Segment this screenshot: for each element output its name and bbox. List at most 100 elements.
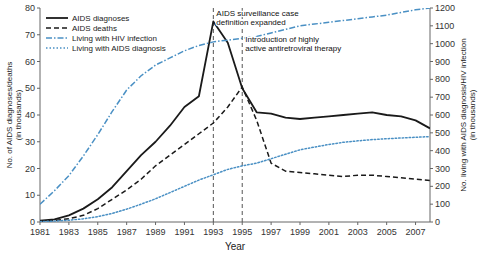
y2-tick-label: 900: [435, 57, 450, 67]
y2-tick-label: 300: [435, 164, 450, 174]
y2-tick: [430, 79, 433, 80]
annotation-line: definition expanded: [216, 18, 285, 27]
y2-tick: [430, 168, 433, 169]
x-tick-label: 1991: [174, 227, 194, 237]
y-tick-label: 30: [25, 137, 35, 147]
legend-swatch: [46, 17, 68, 19]
x-tick-label: 1989: [146, 227, 166, 237]
y-tick-label: 80: [25, 3, 35, 13]
y2-tick-label: 1000: [435, 39, 455, 49]
series-line: [40, 137, 430, 222]
y2-axis-label: No. living with AIDS diagnosis/HIV infec…: [459, 38, 477, 191]
y-tick: [37, 195, 40, 196]
y-tick-label: 40: [25, 110, 35, 120]
y-tick: [37, 8, 40, 9]
x-tick-label: 1981: [30, 227, 50, 237]
y2-tick-label: 600: [435, 110, 450, 120]
legend-label: AIDS diagnoses: [72, 14, 129, 23]
annotation: Introduction of highlyactive antiretrovi…: [245, 35, 341, 53]
annotation-line: AIDS surveillance case: [216, 9, 299, 18]
x-tick: [213, 222, 214, 225]
y2-tick: [430, 8, 433, 9]
x-tick: [126, 222, 127, 225]
series-line: [40, 8, 430, 204]
y-tick-label: 60: [25, 57, 35, 67]
series-line: [40, 21, 430, 220]
event-line: [213, 8, 214, 222]
y2-tick: [430, 150, 433, 151]
x-tick: [155, 222, 156, 225]
y2-tick: [430, 61, 433, 62]
y-tick: [37, 61, 40, 62]
y-tick: [37, 88, 40, 89]
x-tick-label: 1995: [232, 227, 252, 237]
y2-tick-label: 400: [435, 146, 450, 156]
y2-tick-label: 1100: [435, 21, 454, 31]
y-tick-label: 0: [30, 217, 35, 227]
x-tick: [97, 222, 98, 225]
x-tick: [184, 222, 185, 225]
y2-tick: [430, 204, 433, 205]
y-tick: [37, 222, 40, 223]
chart-container: 1981198319851987198919911993199519971999…: [0, 0, 480, 254]
y2-tick: [430, 186, 433, 187]
annotations: AIDS surveillance casedefinition expande…: [216, 9, 341, 53]
x-tick-label: 1985: [88, 227, 108, 237]
y-tick: [37, 34, 40, 35]
legend-label: Living with AIDS diagnosis: [72, 44, 166, 53]
y2-tick-label: 0: [435, 217, 440, 227]
x-tick-label: 2003: [348, 227, 368, 237]
x-tick: [242, 222, 243, 225]
x-tick-label: 1999: [290, 227, 310, 237]
legend-label: AIDS deaths: [72, 24, 117, 33]
y2-tick: [430, 25, 433, 26]
y-tick-label: 10: [25, 190, 35, 200]
x-tick-label: 1997: [261, 227, 281, 237]
plot-area: [40, 8, 430, 222]
legend-label: Living with HIV infection: [72, 34, 157, 43]
y2-tick-label: 1200: [435, 3, 455, 13]
x-tick: [300, 222, 301, 225]
x-tick: [415, 222, 416, 225]
legend-swatch: [46, 37, 68, 39]
x-axis-line: [40, 222, 430, 223]
axes: 1981198319851987198919911993199519971999…: [25, 3, 455, 237]
y2-axis-label-line: (in thousands): [468, 89, 477, 140]
chart-svg: 1981198319851987198919911993199519971999…: [0, 0, 480, 254]
y-tick-label: 20: [25, 164, 35, 174]
x-axis-label: Year: [225, 241, 246, 252]
legend-swatch: [46, 47, 68, 49]
x-tick: [271, 222, 272, 225]
y-tick: [37, 168, 40, 169]
x-tick-label: 2007: [406, 227, 426, 237]
x-tick-label: 2001: [319, 227, 339, 237]
legend: AIDS diagnosesAIDS deathsLiving with HIV…: [46, 14, 166, 53]
x-tick: [328, 222, 329, 225]
y-tick: [37, 141, 40, 142]
y-axis-label-line: (in thousands): [14, 89, 23, 140]
y2-tick-label: 100: [435, 199, 450, 209]
y2-tick: [430, 115, 433, 116]
y2-tick: [430, 97, 433, 98]
y-axis-label: No. of AIDS diagnoses/deaths(in thousand…: [5, 62, 23, 169]
x-tick: [357, 222, 358, 225]
y-axis-label-line: No. of AIDS diagnoses/deaths: [5, 62, 14, 169]
legend-swatch: [46, 27, 68, 29]
x-tick-label: 1993: [203, 227, 223, 237]
annotation: AIDS surveillance casedefinition expande…: [216, 9, 299, 27]
annotation-line: active antiretroviral therapy: [245, 44, 341, 53]
y2-tick-label: 800: [435, 74, 450, 84]
y-tick: [37, 115, 40, 116]
y2-tick-label: 700: [435, 92, 450, 102]
y-tick-label: 50: [25, 83, 35, 93]
y-tick-label: 70: [25, 30, 35, 40]
y2-tick: [430, 43, 433, 44]
x-tick: [386, 222, 387, 225]
y2-tick: [430, 222, 433, 223]
event-line: [242, 8, 243, 222]
x-tick-label: 2005: [377, 227, 397, 237]
series-line: [40, 87, 430, 221]
x-tick-label: 1987: [117, 227, 137, 237]
y2-tick: [430, 132, 433, 133]
y2-tick-label: 500: [435, 128, 450, 138]
